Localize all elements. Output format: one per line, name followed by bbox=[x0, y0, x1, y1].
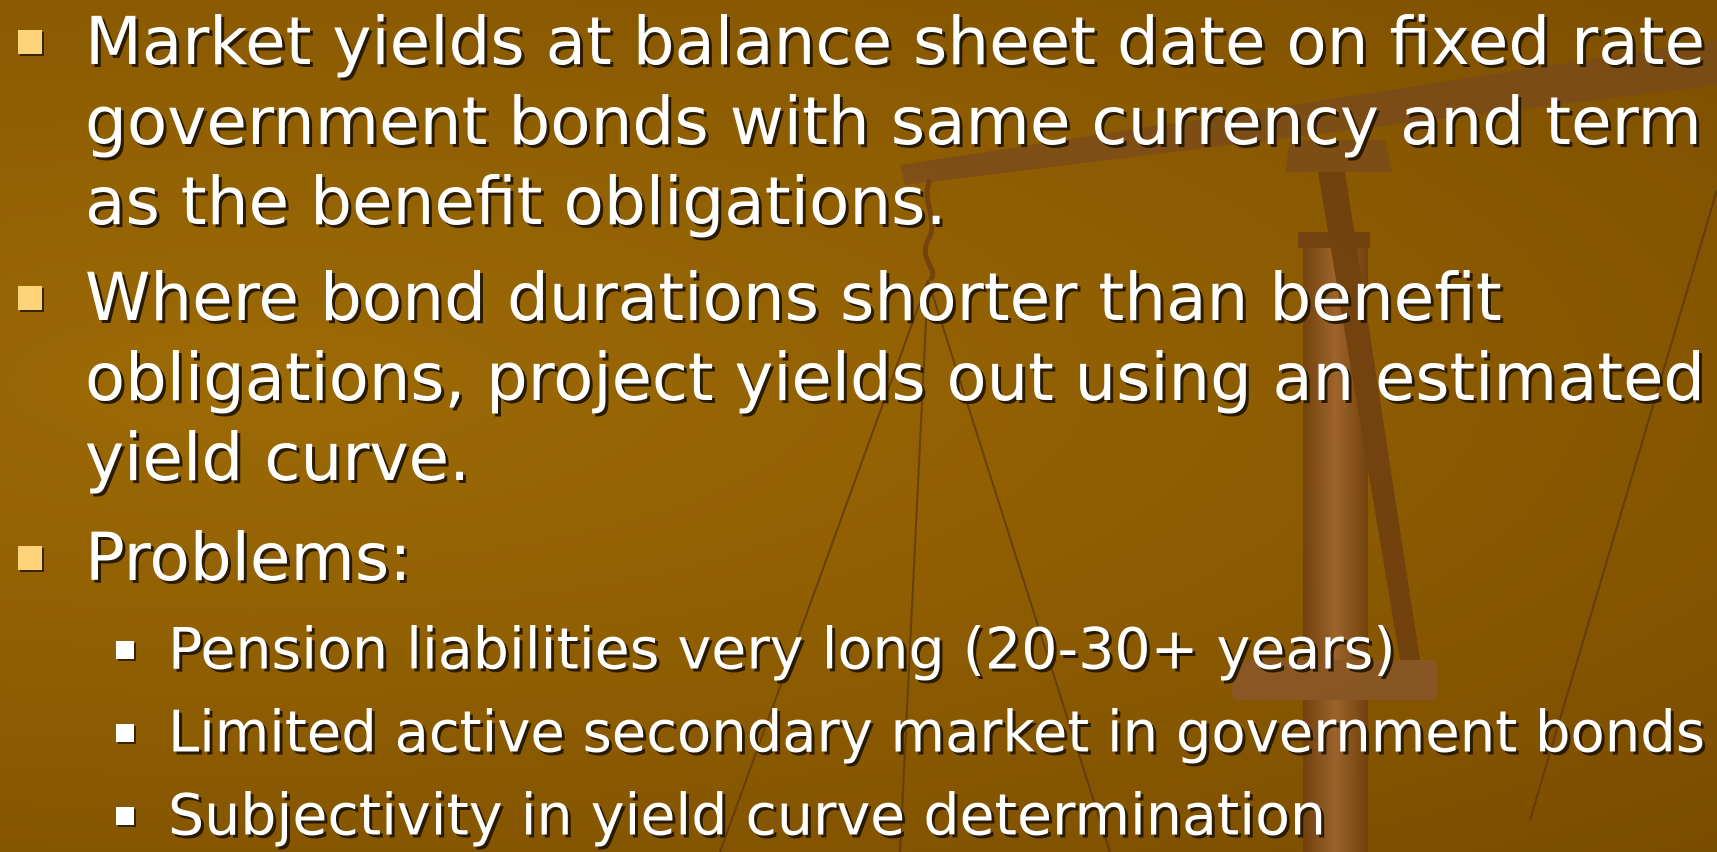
bullet-marker bbox=[18, 286, 42, 310]
bullet-text: yield curve. bbox=[85, 419, 471, 496]
bullet-text: as the benefit obligations. bbox=[85, 163, 947, 240]
bullet-text: government bonds with same currency and … bbox=[85, 83, 1702, 160]
sub-bullet-marker bbox=[116, 724, 134, 742]
bullet-text: Where bond durations shorter than benefi… bbox=[85, 259, 1502, 336]
bullet-marker bbox=[18, 30, 42, 54]
bullet-marker bbox=[18, 546, 42, 570]
sub-bullet-text: Pension liabilities very long (20-30+ ye… bbox=[168, 616, 1396, 683]
bullet-text: obligations, project yields out using an… bbox=[85, 339, 1705, 416]
sub-bullet-text: Limited active secondary market in gover… bbox=[168, 699, 1705, 766]
sub-bullet-marker bbox=[116, 641, 134, 659]
sub-bullet-text: Subjectivity in yield curve determinatio… bbox=[168, 782, 1327, 849]
bullet-text: Problems: bbox=[85, 519, 412, 596]
sub-bullet-marker bbox=[116, 807, 134, 825]
bullet-text: Market yields at balance sheet date on f… bbox=[85, 3, 1705, 80]
